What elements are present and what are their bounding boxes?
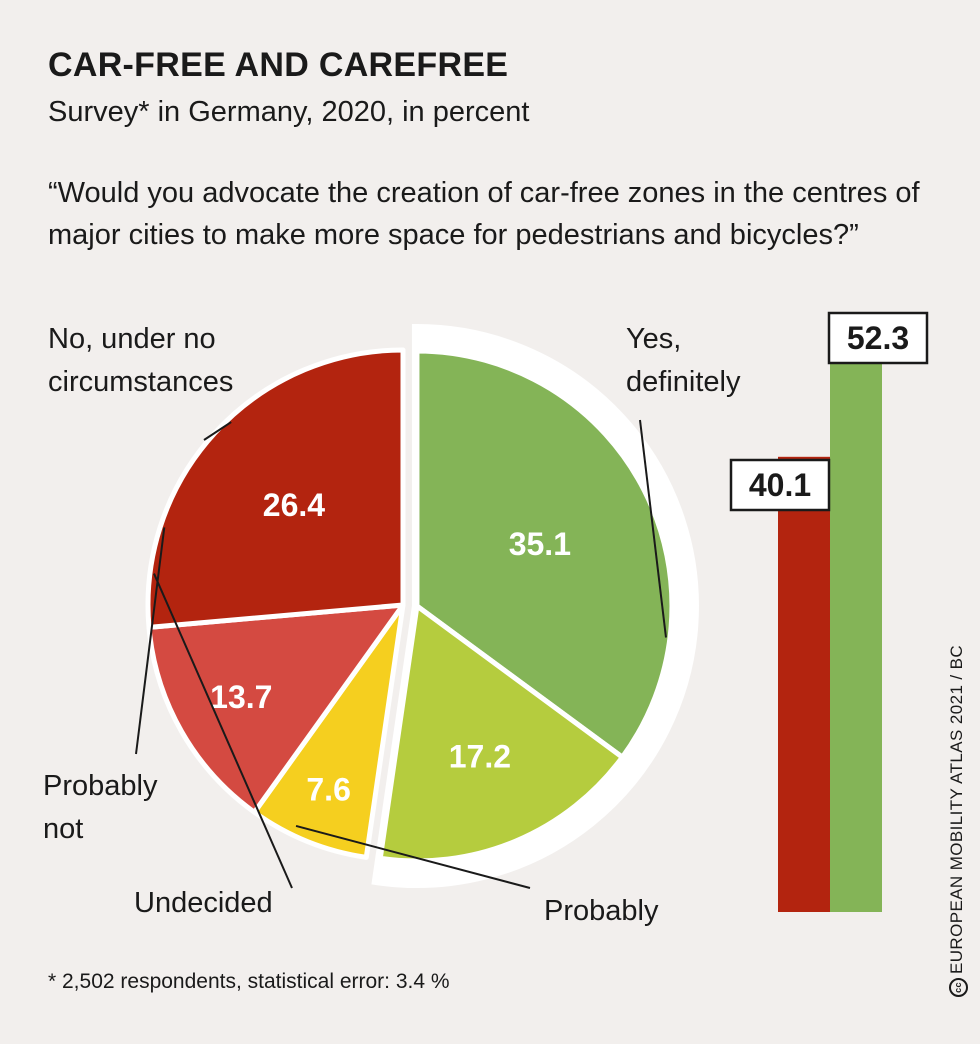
total-bar-no-total <box>778 456 830 912</box>
pie-slice-yes-definitely <box>414 348 675 760</box>
survey-question: “Would you advocate the creation of car-… <box>48 177 920 251</box>
leader-line-no-under-no-circumstances <box>203 421 232 441</box>
pie-value-undecided: 7.6 <box>306 771 350 807</box>
pie-value-probably: 17.2 <box>449 739 511 775</box>
pie-slice-undecided <box>251 602 406 860</box>
total-box-no-total <box>729 458 831 512</box>
total-value-no-total: 40.1 <box>749 467 811 503</box>
pie-value-no-under-no-circumstances: 26.4 <box>263 487 325 523</box>
leader-line-yes-definitely <box>639 419 667 638</box>
total-bar-yes-total <box>830 318 882 912</box>
pie-label-yes-definitely: Yes, <box>626 323 681 355</box>
pie-value-yes-definitely: 35.1 <box>509 526 571 562</box>
total-value-yes-total: 52.3 <box>847 320 909 356</box>
chart-title: CAR-FREE AND CAREFREE <box>48 46 509 84</box>
pie-slice-probably <box>377 603 625 864</box>
pie-label-probably-not: not <box>43 813 83 845</box>
footnote: * 2,502 respondents, statistical error: … <box>48 970 450 993</box>
pie-value-probably-not: 13.7 <box>210 679 272 715</box>
pie-label-probably-not: Probably <box>43 770 158 802</box>
pie-label-no-under-no-circumstances: circumstances <box>48 366 233 398</box>
leader-line-probably-not <box>135 527 166 755</box>
pie-label-probably: Probably <box>544 895 659 927</box>
source-credit-text: EUROPEAN MOBILITY ATLAS 2021 / BC <box>947 644 966 974</box>
leader-line-probably <box>295 824 531 889</box>
pie-label-no-under-no-circumstances: No, under no <box>48 323 216 355</box>
chart-subtitle: Survey* in Germany, 2020, in percent <box>48 96 530 128</box>
total-box-yes-total <box>827 311 929 365</box>
leader-line-undecided <box>153 573 293 889</box>
pie-label-undecided: Undecided <box>134 887 273 919</box>
creative-commons-icon: cc <box>949 978 968 997</box>
pie-slice-probably-not <box>146 602 406 815</box>
source-credit: cc EUROPEAN MOBILITY ATLAS 2021 / BC <box>947 645 968 997</box>
pie-label-yes-definitely: definitely <box>626 366 741 398</box>
